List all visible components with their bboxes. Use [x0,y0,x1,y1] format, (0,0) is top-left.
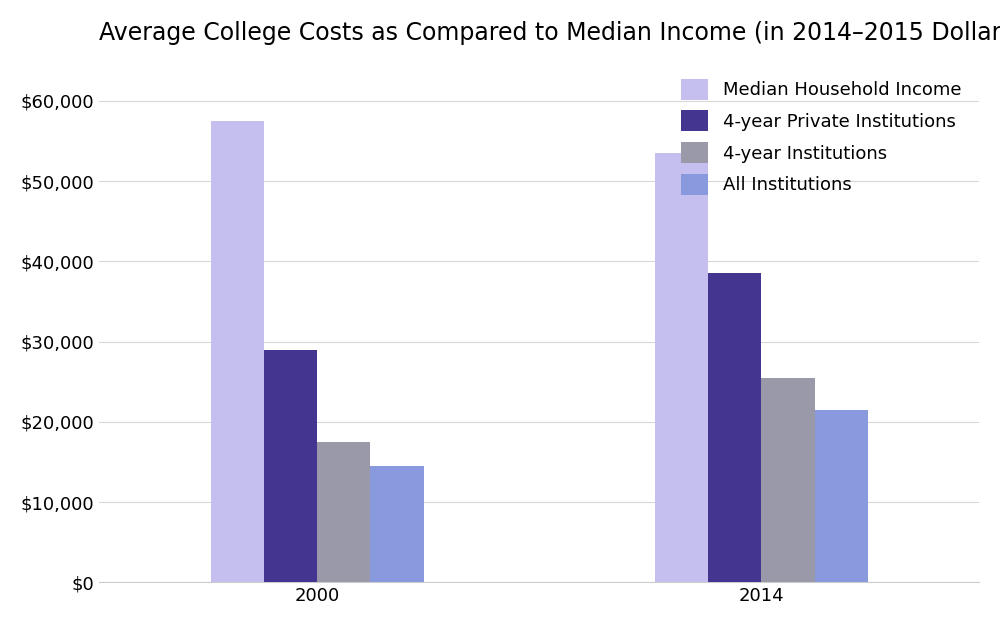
Bar [815,410,868,582]
Bar [317,442,370,582]
Bar [761,377,815,582]
Text: Average College Costs as Compared to Median Income (in 2014–2015 Dollars): Average College Costs as Compared to Med… [99,21,1000,45]
Bar [708,274,761,582]
Bar [211,121,264,582]
Bar [655,153,708,582]
Legend: Median Household Income, 4-year Private Institutions, 4-year Institutions, All I: Median Household Income, 4-year Private … [672,69,970,203]
Bar [370,466,424,582]
Bar [264,349,317,582]
